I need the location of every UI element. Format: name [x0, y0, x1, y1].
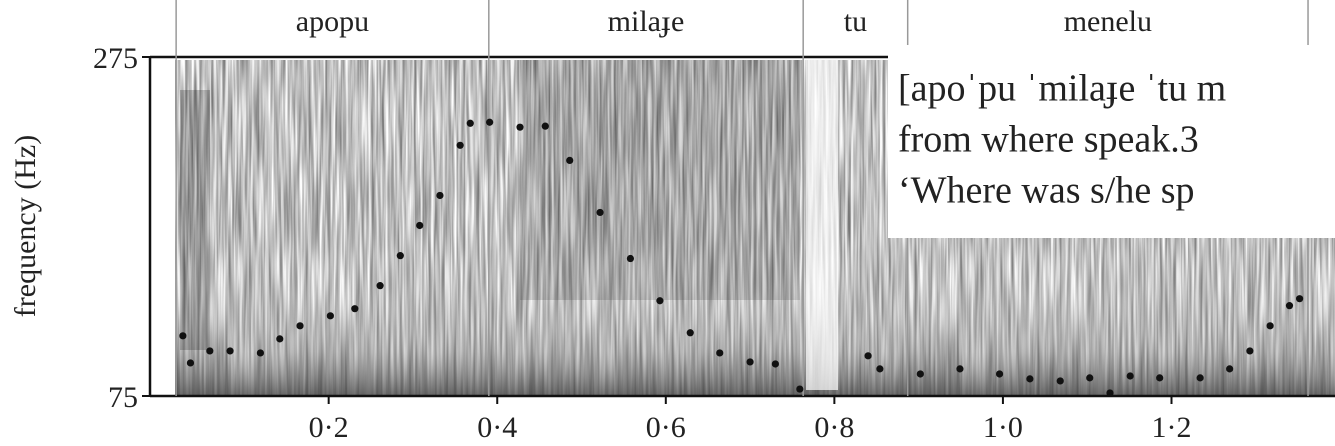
- pitch-point: [179, 332, 187, 340]
- pitch-point: [1246, 347, 1254, 355]
- plot-layer: apopu milaɟe tu menelu 75 275 0·2 0·4 0·6 0·8 1·0 1…: [93, 0, 1309, 444]
- pitch-point: [1296, 295, 1304, 303]
- pitch-point: [436, 191, 444, 200]
- pitch-point: [1156, 374, 1164, 382]
- pitch-point: [1126, 372, 1134, 380]
- pitch-point: [956, 365, 964, 373]
- pitch-point: [256, 349, 265, 357]
- pitch-point: [206, 347, 214, 355]
- pitch-point: [746, 358, 754, 366]
- pitch-point: [566, 156, 574, 164]
- pitch-point: [1106, 389, 1114, 397]
- y-tick-label: 275: [93, 42, 138, 75]
- pitch-point: [596, 208, 604, 217]
- pitch-point: [771, 360, 779, 368]
- pitch-point: [1026, 375, 1034, 383]
- pitch-point: [296, 322, 304, 330]
- pitch-point: [995, 370, 1004, 378]
- word-label: menelu: [1064, 5, 1152, 38]
- pitch-point: [864, 352, 872, 360]
- annotation-box: [888, 45, 1335, 238]
- pitch-point: [466, 119, 474, 127]
- pitch-point: [516, 123, 524, 131]
- pitch-point: [686, 329, 694, 337]
- pitch-point: [541, 122, 549, 130]
- x-tick-label: 0·2: [309, 411, 349, 444]
- pitch-point: [226, 347, 234, 355]
- word-label: milaɟe: [608, 5, 685, 38]
- pitch-point: [456, 141, 464, 149]
- pitch-point: [1196, 374, 1204, 382]
- y-tick-label: 75: [108, 381, 138, 414]
- x-tick-label: 1·2: [1151, 411, 1191, 444]
- pitch-point: [276, 335, 284, 343]
- pitch-point: [796, 385, 804, 393]
- pitch-point: [486, 118, 494, 126]
- pitch-point: [396, 252, 404, 260]
- pitch-point: [656, 297, 664, 305]
- x-tick-label: 0·6: [646, 411, 686, 444]
- pitch-point: [1266, 322, 1274, 330]
- word-label: tu: [844, 5, 867, 38]
- x-tick-label: 0·4: [477, 411, 517, 444]
- pitch-point: [326, 312, 334, 320]
- word-label: apopu: [296, 5, 369, 38]
- annotation-line: [apoˈpu ˈmilaɟe ˈtu m: [898, 68, 1226, 110]
- pitch-point: [916, 370, 924, 378]
- pitch-point: [1226, 365, 1234, 373]
- pitch-point: [626, 254, 635, 263]
- annotation-line: from where speak.3: [898, 119, 1199, 161]
- pitch-point: [876, 365, 884, 373]
- x-tick-label: 1·0: [983, 411, 1023, 444]
- pitch-point: [416, 221, 424, 230]
- pitch-point: [716, 349, 724, 357]
- y-axis-label: frequency (Hz): [9, 135, 42, 317]
- annotation-line: ‘Where was s/he sp: [898, 170, 1195, 212]
- pitch-point: [1086, 374, 1094, 382]
- pitch-point: [376, 282, 384, 290]
- pitch-point: [351, 305, 359, 313]
- pitch-point: [1056, 377, 1064, 385]
- pitch-point: [186, 359, 195, 367]
- pitch-point: [1285, 302, 1294, 310]
- x-tick-label: 0·8: [814, 411, 854, 444]
